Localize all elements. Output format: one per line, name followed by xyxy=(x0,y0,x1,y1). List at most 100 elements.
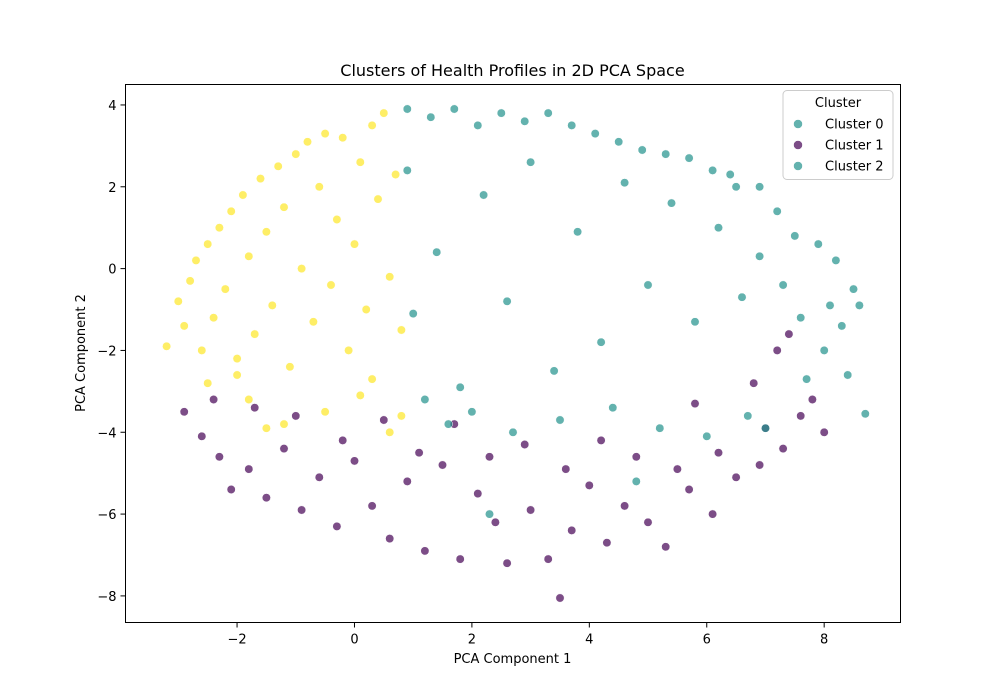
data-point xyxy=(831,255,841,265)
y-axis-ticks: −8 −6 −4 −2 0 2 4 xyxy=(97,99,126,605)
data-point xyxy=(567,120,577,130)
data-point xyxy=(173,296,183,306)
data-point xyxy=(643,280,653,290)
data-point xyxy=(843,370,853,380)
data-point xyxy=(684,485,694,494)
data-point xyxy=(314,182,324,192)
data-point xyxy=(214,452,224,462)
data-point xyxy=(631,452,641,462)
data-point xyxy=(297,505,307,515)
data-point xyxy=(526,505,536,515)
data-point xyxy=(385,427,395,437)
data-point xyxy=(203,239,213,249)
data-point xyxy=(385,534,395,544)
data-point xyxy=(432,247,442,257)
data-point xyxy=(620,178,630,188)
data-point xyxy=(714,448,723,458)
data-point xyxy=(643,517,653,527)
data-point xyxy=(332,215,342,224)
data-point xyxy=(608,403,618,413)
data-point xyxy=(291,411,301,421)
data-point xyxy=(819,345,829,355)
data-point xyxy=(367,120,377,130)
data-point xyxy=(209,395,219,404)
data-point xyxy=(714,223,723,233)
data-point xyxy=(473,489,483,499)
data-point xyxy=(655,423,665,433)
data-point xyxy=(379,415,389,425)
data-point xyxy=(420,395,430,404)
data-point xyxy=(449,104,459,114)
x-tick-label: −2 xyxy=(227,633,246,648)
data-point xyxy=(396,325,406,335)
data-point xyxy=(690,399,700,409)
data-point xyxy=(355,157,365,167)
data-point xyxy=(690,317,700,327)
data-point xyxy=(338,435,348,445)
data-point xyxy=(790,231,800,241)
data-point xyxy=(520,116,530,126)
data-point xyxy=(285,362,295,372)
data-point xyxy=(279,444,289,454)
data-point xyxy=(755,460,765,470)
data-point xyxy=(226,485,236,494)
data-point xyxy=(402,165,412,175)
data-point xyxy=(796,411,806,421)
legend-title: Cluster xyxy=(815,96,862,111)
x-axis-ticks: −2 0 2 4 6 8 xyxy=(227,622,828,648)
data-point xyxy=(796,313,806,323)
data-point xyxy=(326,280,336,290)
y-tick-label: −2 xyxy=(97,344,116,359)
y-axis-label: PCA Component 2 xyxy=(74,294,89,412)
data-point xyxy=(279,419,289,429)
data-point xyxy=(361,305,371,314)
data-point xyxy=(226,206,236,216)
data-point xyxy=(420,546,430,556)
data-point xyxy=(778,444,788,454)
data-point xyxy=(320,407,330,417)
data-point xyxy=(455,554,465,564)
y-tick-label: 2 xyxy=(108,181,116,196)
data-point xyxy=(508,427,518,437)
data-point xyxy=(725,170,735,179)
data-point xyxy=(350,239,359,249)
data-point xyxy=(396,411,406,421)
data-point xyxy=(813,239,823,249)
series-1 xyxy=(179,329,829,603)
data-point xyxy=(749,378,759,388)
data-point xyxy=(543,108,553,118)
data-point xyxy=(860,409,870,419)
data-point xyxy=(314,472,324,482)
y-tick-label: 4 xyxy=(108,99,116,114)
x-tick-label: 4 xyxy=(585,633,593,648)
data-point xyxy=(367,374,377,384)
data-point xyxy=(631,476,641,486)
data-point xyxy=(702,431,712,441)
data-point xyxy=(743,411,753,421)
data-point xyxy=(261,493,271,503)
data-point xyxy=(620,501,630,511)
data-point xyxy=(755,251,765,261)
legend-box xyxy=(782,90,894,180)
legend-marker-cluster-0 xyxy=(793,119,803,129)
data-point xyxy=(402,476,412,486)
data-point xyxy=(261,423,271,433)
data-point xyxy=(338,133,348,143)
data-point xyxy=(455,382,465,392)
data-point xyxy=(191,255,201,265)
x-tick-label: 8 xyxy=(820,633,828,648)
data-point xyxy=(391,170,401,179)
legend: Cluster Cluster 0 Cluster 1 Cluster 2 xyxy=(782,90,894,180)
data-point xyxy=(291,149,301,159)
data-point xyxy=(784,329,794,339)
data-point xyxy=(297,264,307,274)
data-point xyxy=(303,137,312,147)
x-axis-label: PCA Component 1 xyxy=(454,652,572,667)
data-point xyxy=(778,280,788,290)
data-point xyxy=(197,345,207,355)
data-point xyxy=(367,501,377,511)
data-point xyxy=(256,174,265,184)
data-point xyxy=(332,521,342,531)
data-point xyxy=(737,292,747,302)
data-point xyxy=(708,165,718,175)
